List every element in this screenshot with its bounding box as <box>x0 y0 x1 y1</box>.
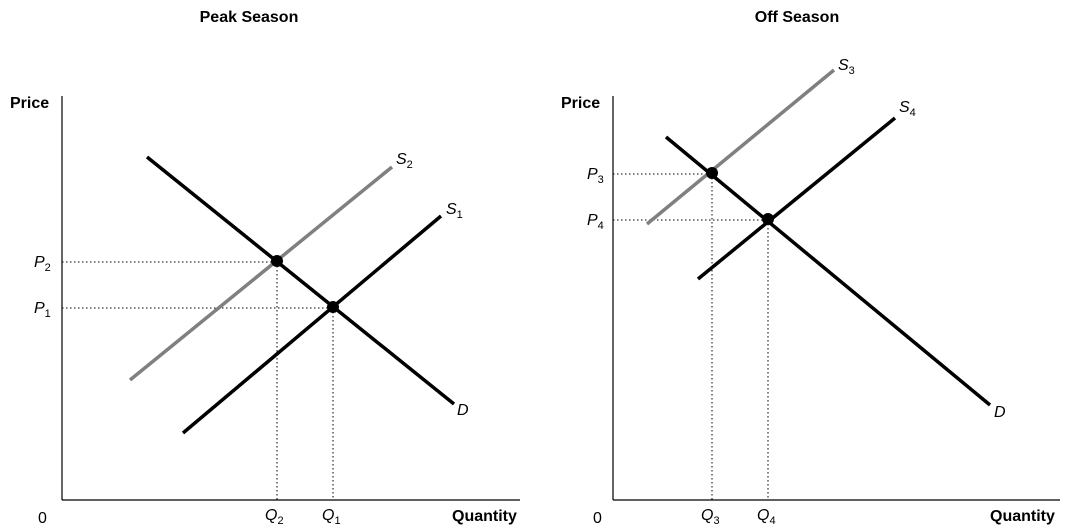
off-season-title: Off Season <box>755 9 839 26</box>
off-s4-label: S4 <box>899 99 916 119</box>
off-demand-label: D <box>994 404 1006 421</box>
peak-s2-label: S2 <box>396 151 413 171</box>
peak-season-panel: Peak Season Price Quantity 0 S2 S1 D P2 … <box>10 9 520 527</box>
peak-season-title: Peak Season <box>200 9 299 26</box>
peak-q1-label: Q1 <box>322 507 341 527</box>
off-p3-label: P3 <box>587 166 604 186</box>
off-season-panel: Off Season Price Quantity 0 S3 S4 D P3 P… <box>561 9 1060 527</box>
peak-s1-label: S1 <box>446 201 463 221</box>
peak-supply-s1-curve <box>181 214 443 435</box>
off-p4-label: P4 <box>587 212 604 232</box>
peak-p2-label: P2 <box>34 254 51 274</box>
peak-q2-label: Q2 <box>265 507 284 527</box>
off-equilibrium-point-4 <box>762 213 774 225</box>
off-origin-label: 0 <box>593 510 602 527</box>
peak-price-axis-label: Price <box>10 95 49 112</box>
off-q3-label: Q3 <box>701 507 720 527</box>
off-quantity-axis-label: Quantity <box>990 508 1055 525</box>
peak-equilibrium-point-2 <box>271 255 283 267</box>
off-supply-s3-curve <box>645 68 836 226</box>
off-demand-curve <box>664 135 992 407</box>
peak-equilibrium-point-1 <box>327 301 339 313</box>
off-equilibrium-point-3 <box>706 167 718 179</box>
peak-demand-label: D <box>457 402 469 419</box>
peak-origin-label: 0 <box>38 510 47 527</box>
off-q4-label: Q4 <box>757 507 776 527</box>
peak-p1-label: P1 <box>34 300 51 320</box>
off-s3-label: S3 <box>838 57 855 77</box>
peak-quantity-axis-label: Quantity <box>452 508 517 525</box>
peak-supply-s2-curve <box>128 165 394 382</box>
peak-demand-curve <box>145 155 456 406</box>
off-supply-s4-curve <box>696 116 897 281</box>
off-price-axis-label: Price <box>561 95 600 112</box>
